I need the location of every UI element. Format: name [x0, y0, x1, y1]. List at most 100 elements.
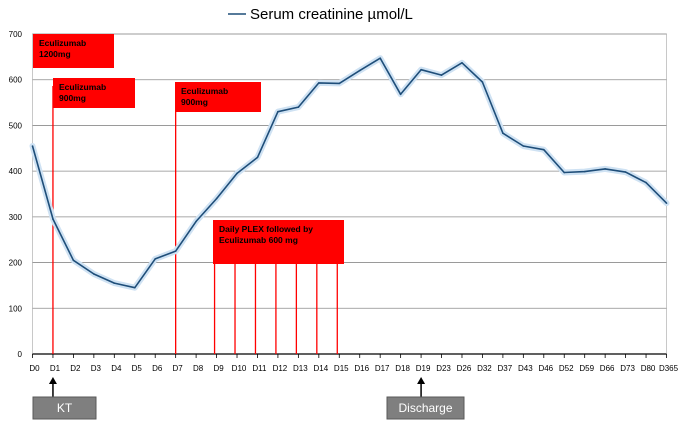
data-point [542, 148, 545, 151]
x-tick-label: D17 [375, 364, 390, 373]
annotation-text: 900mg [181, 97, 208, 107]
annotation-boxes: Eculizumab1200mgEculizumab900mgEculizuma… [33, 34, 344, 264]
x-tick-label: D7 [173, 364, 184, 373]
x-tick-label: D23 [436, 364, 451, 373]
marker-box [386, 396, 465, 420]
data-point [563, 171, 566, 174]
annotation-text: Eculizumab [39, 38, 86, 48]
x-tick-label: D43 [518, 364, 533, 373]
data-point [461, 62, 463, 64]
x-tick-label: D13 [293, 364, 308, 373]
annotation-text: Daily PLEX followed by [219, 224, 313, 234]
event-markers: KT Discharge [32, 377, 465, 420]
x-tick-label: D8 [193, 364, 204, 373]
x-tick-label: D10 [232, 364, 247, 373]
annotation-box-bg [53, 78, 135, 108]
data-point [113, 282, 116, 284]
x-tick-label: D32 [477, 364, 492, 373]
legend: Serum creatinine µmol/L [228, 6, 413, 23]
x-tick-label: D16 [354, 364, 369, 373]
x-tick-label: D66 [600, 364, 615, 373]
data-point [379, 57, 381, 60]
series-line [31, 57, 668, 289]
data-point [481, 81, 484, 83]
annotation-box-bg [33, 34, 114, 68]
data-point [338, 82, 341, 85]
x-axis [32, 353, 667, 358]
x-axis-ticks: D0 D1 D2 D3 D4 D5 D6 D7 D8 D9 D10 D11 D12 D13 D14 D15 D1… [29, 364, 678, 373]
annotation-box-bg [213, 220, 344, 264]
x-tick-label: D5 [132, 364, 143, 373]
data-point [399, 93, 402, 96]
data-point [236, 172, 238, 175]
annotation-text: Eculizumab 600 mg [219, 235, 298, 245]
data-point [215, 197, 218, 200]
x-tick-label: D37 [498, 364, 513, 373]
data-point [72, 259, 75, 262]
data-point [174, 250, 177, 252]
y-tick-label: 100 [9, 304, 23, 313]
annotation-box-bg [175, 82, 261, 112]
x-tick-label: D19 [416, 364, 431, 373]
data-point [604, 168, 606, 170]
marker-arrow-head [48, 377, 57, 384]
data-point [665, 202, 668, 204]
x-tick-label: D52 [559, 364, 574, 373]
data-point [522, 145, 525, 147]
data-point [256, 156, 259, 159]
x-tick-label: D59 [579, 364, 594, 373]
marker-kt: KT [32, 377, 97, 420]
marker-label: KT [57, 401, 73, 415]
legend-label: Serum creatinine µmol/L [250, 6, 413, 23]
x-tick-label: D2 [70, 364, 81, 373]
data-point [358, 69, 361, 72]
marker-arrow-head [417, 377, 426, 384]
data-point [440, 74, 443, 76]
data-point [583, 170, 586, 173]
y-axis-ticks: 0 100 200 300 400 500 600 700 [9, 30, 23, 359]
series-lines [29, 55, 670, 291]
x-tick-label: D3 [91, 364, 102, 373]
data-point [52, 218, 54, 220]
data-point [297, 106, 300, 108]
data-point [420, 68, 422, 71]
y-tick-label: 200 [9, 259, 23, 268]
data-point [93, 273, 95, 275]
annotation-text: 900mg [59, 93, 86, 103]
data-point [502, 132, 504, 134]
x-tick-label: D12 [273, 364, 288, 373]
x-tick-label: D4 [111, 364, 122, 373]
x-tick-label: D73 [620, 364, 635, 373]
marker-label: Discharge [398, 401, 452, 415]
y-tick-label: 0 [18, 350, 23, 359]
data-point [277, 110, 279, 113]
annotation-text: Eculizumab [59, 82, 106, 92]
x-tick-label: D15 [334, 364, 349, 373]
marker-box [32, 396, 97, 420]
x-tick-label: D46 [538, 364, 553, 373]
data-point [645, 181, 647, 184]
y-tick-label: 400 [9, 167, 23, 176]
x-tick-label: D14 [313, 364, 328, 373]
x-tick-label: D18 [395, 364, 410, 373]
marker-discharge: Discharge [386, 377, 465, 420]
annotation-text: Eculizumab [181, 86, 228, 96]
x-tick-label: D9 [213, 364, 224, 373]
x-tick-label: D6 [152, 364, 163, 373]
y-tick-label: 500 [9, 121, 23, 130]
annotation-text: 1200mg [39, 49, 71, 59]
data-point [195, 220, 197, 223]
x-tick-label: D0 [29, 364, 40, 373]
data-point [154, 258, 157, 260]
y-tick-label: 300 [9, 213, 23, 222]
x-tick-label: D365 [659, 364, 679, 373]
y-tick-label: 700 [9, 30, 23, 39]
x-tick-label: D80 [641, 364, 656, 373]
x-tick-label: D11 [252, 364, 267, 373]
y-tick-label: 600 [9, 76, 23, 85]
